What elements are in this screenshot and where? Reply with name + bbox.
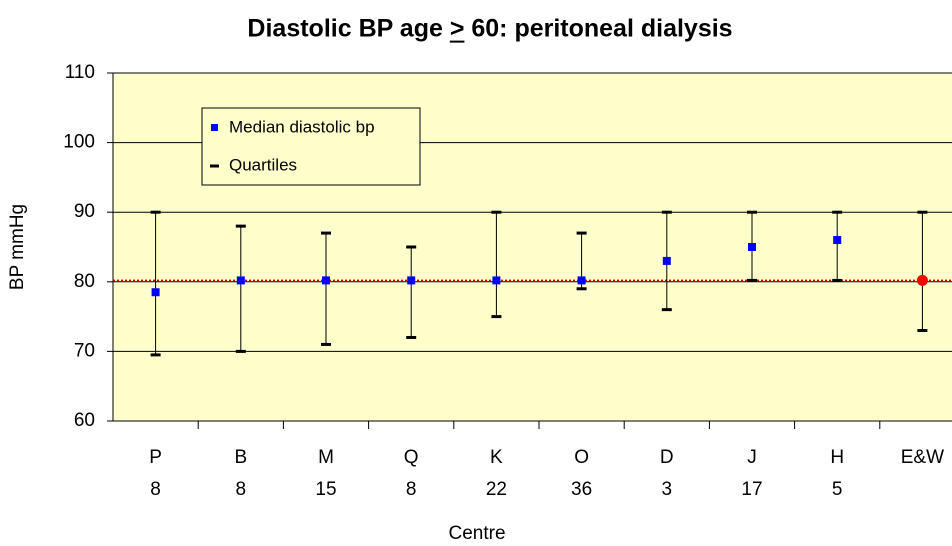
x-tick-label: J: [747, 447, 757, 468]
x-tick-count: 8: [406, 479, 417, 500]
x-tick-count: 8: [150, 479, 161, 500]
legend-swatch: [211, 124, 218, 131]
median-marker: [407, 276, 416, 285]
x-tick-count: 17: [741, 479, 762, 500]
median-marker: [151, 288, 160, 297]
x-tick-label: D: [660, 447, 674, 468]
x-tick-label: P: [149, 447, 162, 468]
legend-label: Median diastolic bp: [229, 117, 375, 136]
legend: Median diastolic bp Quartiles: [201, 107, 421, 186]
x-tick-count: 5: [832, 479, 843, 500]
x-tick-label: E&W: [901, 447, 944, 468]
x-tick-count: 36: [571, 479, 592, 500]
x-tick-count: 22: [486, 479, 507, 500]
y-tick-label: 70: [74, 340, 95, 361]
median-marker: [322, 276, 330, 285]
x-tick-count: 3: [662, 479, 673, 500]
x-tick-label: B: [234, 447, 247, 468]
x-axis-label: Centre: [448, 523, 505, 544]
x-tick-count: 8: [236, 479, 247, 500]
legend-box: [201, 107, 421, 186]
median-marker: [236, 276, 245, 285]
x-tick-count: 15: [315, 479, 336, 500]
legend-label: Quartiles: [229, 155, 297, 174]
x-tick-label: H: [830, 447, 844, 468]
y-tick-label: 80: [74, 271, 95, 292]
median-marker: [577, 276, 586, 285]
x-tick-label: M: [318, 447, 334, 468]
x-tick-label: Q: [404, 447, 419, 468]
y-tick-label: 90: [74, 201, 95, 222]
median-marker: [833, 236, 842, 245]
median-marker: [492, 276, 501, 285]
x-tick-label: K: [490, 447, 503, 468]
x-tick-label: O: [574, 447, 589, 468]
median-marker: [748, 243, 756, 251]
median-marker: [916, 274, 928, 286]
median-marker: [662, 256, 671, 265]
y-axis-label: BP mmHg: [7, 204, 28, 290]
y-tick-label: 110: [65, 62, 95, 83]
chart-title: Diastolic BP age > 60: peritoneal dialys…: [247, 15, 732, 43]
y-tick-label: 100: [63, 132, 95, 153]
y-tick-label: 60: [74, 410, 95, 431]
